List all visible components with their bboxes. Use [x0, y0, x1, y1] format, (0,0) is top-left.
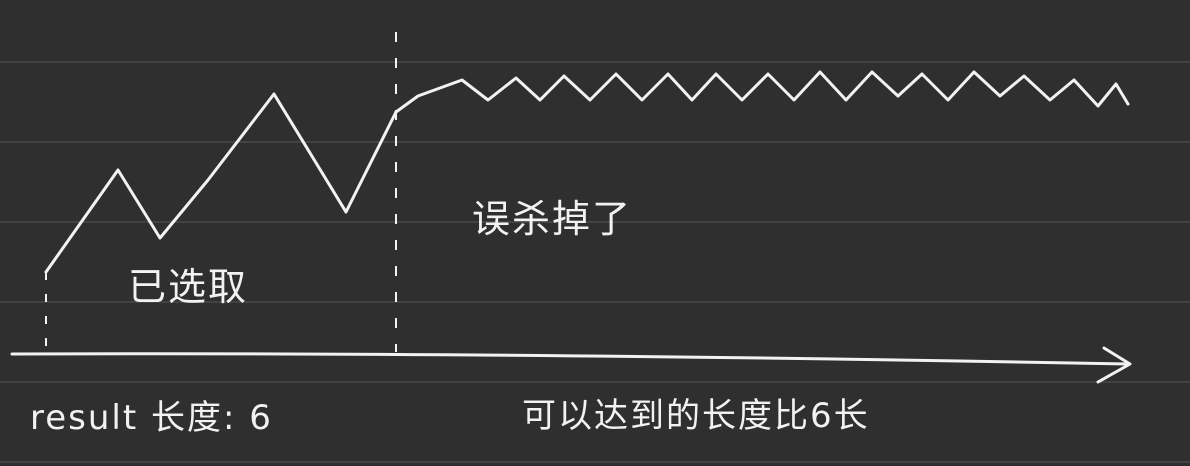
- axis-arrow-line: [10, 352, 1130, 366]
- result-length-label: result 长度: 6: [30, 398, 273, 438]
- removed-label: 误杀掉了: [472, 197, 633, 241]
- achievable-length-label: 可以达到的长度比6长: [522, 396, 870, 436]
- selected-curve: [44, 92, 398, 274]
- removed-curve: [394, 70, 1130, 114]
- selected-label: 已选取: [128, 265, 249, 309]
- ruled-lines: [0, 61, 1190, 463]
- axis-arrowhead: [1096, 346, 1132, 384]
